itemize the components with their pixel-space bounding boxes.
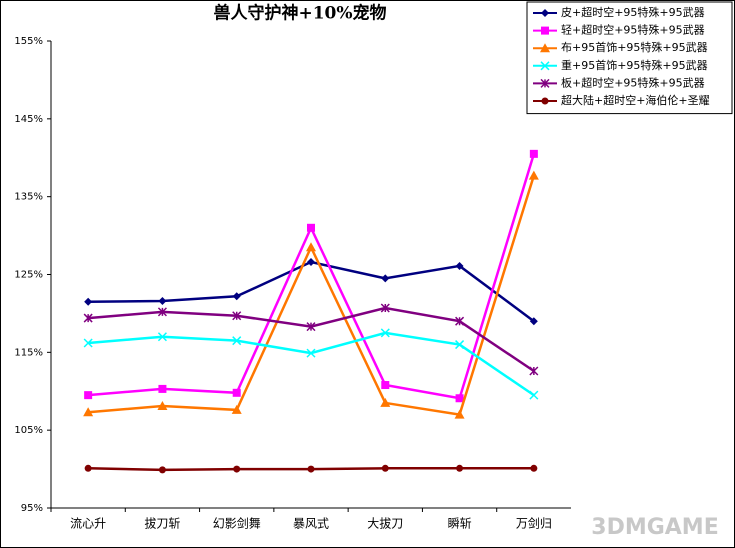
x-tick-label: 万剑归 xyxy=(516,516,552,531)
x-tick-label: 大拔刀 xyxy=(367,516,403,531)
legend-label: 布+95首饰+95特殊+95武器 xyxy=(561,40,708,54)
marker xyxy=(307,258,315,267)
marker xyxy=(306,242,316,252)
marker xyxy=(381,381,390,390)
marker xyxy=(541,26,549,35)
marker xyxy=(84,391,93,400)
legend-label: 板+超时空+95特殊+95武器 xyxy=(561,75,705,89)
legend-label: 超大陆+超时空+海伯伦+圣耀 xyxy=(561,93,710,107)
marker xyxy=(380,328,390,338)
marker xyxy=(231,404,242,414)
marker xyxy=(540,61,550,71)
chart-title: 兽人守护神+10%宠物 xyxy=(213,3,386,24)
marker xyxy=(529,149,538,158)
marker xyxy=(454,409,465,419)
y-tick-label: 105% xyxy=(14,425,43,436)
legend-label: 轻+超时空+95特殊+95武器 xyxy=(561,23,705,37)
marker xyxy=(83,338,93,348)
marker xyxy=(232,311,242,321)
marker xyxy=(158,466,166,474)
marker xyxy=(529,390,539,400)
marker xyxy=(307,465,315,473)
legend-label: 重+95首饰+95特殊+95武器 xyxy=(561,58,708,72)
marker xyxy=(529,366,539,376)
marker xyxy=(232,388,241,397)
marker xyxy=(540,43,550,53)
marker xyxy=(83,407,94,417)
marker xyxy=(84,464,92,472)
marker xyxy=(455,261,464,270)
marker xyxy=(456,464,464,472)
marker xyxy=(528,170,539,180)
marker xyxy=(455,316,465,326)
x-tick-label: 瞬斩 xyxy=(448,517,472,531)
marker xyxy=(541,97,549,105)
marker xyxy=(306,322,316,332)
marker xyxy=(541,9,549,17)
marker xyxy=(380,303,390,313)
y-tick-label: 135% xyxy=(14,192,43,203)
marker xyxy=(158,296,167,305)
legend-box xyxy=(526,1,733,115)
marker xyxy=(158,384,167,393)
marker xyxy=(84,297,93,306)
marker xyxy=(232,336,242,346)
marker xyxy=(83,313,93,323)
marker xyxy=(530,464,538,472)
marker xyxy=(540,78,550,88)
marker xyxy=(157,401,168,411)
y-tick-label: 145% xyxy=(14,114,43,125)
marker xyxy=(455,340,465,350)
legend-label: 皮+超时空+95特殊+95武器 xyxy=(561,5,705,19)
x-tick-label: 暴风式 xyxy=(293,517,329,531)
marker xyxy=(307,223,315,232)
marker xyxy=(455,394,464,403)
marker xyxy=(232,292,241,301)
watermark: 3DMGAME xyxy=(591,515,718,540)
marker xyxy=(529,317,538,326)
marker xyxy=(381,274,390,283)
x-tick-label: 流心升 xyxy=(70,517,106,531)
marker xyxy=(233,465,241,473)
y-tick-label: 155% xyxy=(14,36,43,47)
x-tick-label: 幻影剑舞 xyxy=(213,516,261,531)
marker xyxy=(380,397,391,407)
marker xyxy=(306,348,316,358)
x-tick-label: 拔刀斩 xyxy=(144,516,180,531)
marker xyxy=(157,307,167,317)
marker xyxy=(381,464,389,472)
y-tick-label: 125% xyxy=(14,270,43,281)
marker xyxy=(157,332,167,342)
y-tick-label: 95% xyxy=(21,503,43,514)
y-tick-label: 115% xyxy=(14,347,43,358)
